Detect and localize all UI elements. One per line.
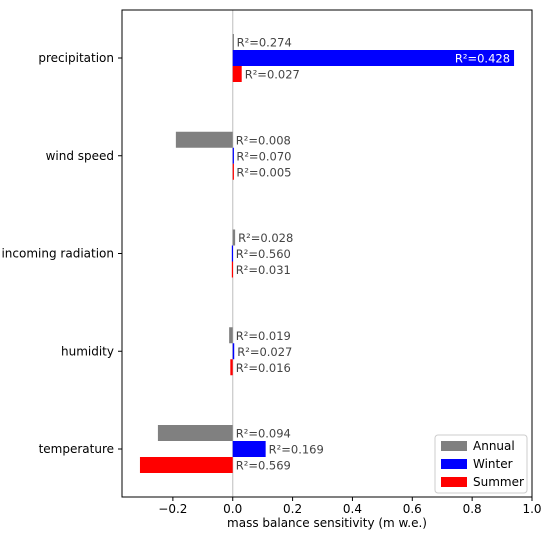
bar-winter <box>232 441 266 457</box>
r2-label: R²=0.274 <box>237 36 292 50</box>
x-tick-label: −0.2 <box>158 502 187 516</box>
r2-label: R²=0.569 <box>236 459 291 473</box>
legend-label: Annual <box>473 439 515 453</box>
legend-swatch <box>441 459 467 469</box>
r2-label: R²=0.005 <box>236 165 291 179</box>
legend-label: Summer <box>473 475 524 489</box>
x-tick-label: 0.2 <box>283 502 302 516</box>
bar-winter <box>231 245 234 262</box>
r2-label: R²=0.031 <box>236 263 291 277</box>
bar-annual <box>175 131 233 148</box>
bar-summer <box>232 163 234 180</box>
x-tick-label: 1.0 <box>522 502 541 516</box>
r2-label: R²=0.027 <box>237 345 292 359</box>
bar-summer <box>139 457 233 473</box>
bar-annual <box>157 425 233 441</box>
r2-label: R²=0.016 <box>236 361 291 375</box>
bars <box>139 34 515 473</box>
x-axis-ticks: −0.2 0.0 0.2 0.4 0.6 0.8 1.0 <box>158 497 542 516</box>
bar-annual <box>232 34 234 50</box>
category-labels: temperature humidity incoming radiation win… <box>1 51 122 456</box>
legend-swatch <box>441 441 467 451</box>
r2-label: R²=0.094 <box>236 427 291 441</box>
y-tick-label: incoming radiation <box>1 247 114 261</box>
bar-winter <box>232 343 235 360</box>
r2-label: R²=0.560 <box>236 247 291 261</box>
r2-label: R²=0.027 <box>245 68 300 82</box>
x-tick-label: 0.8 <box>463 502 482 516</box>
legend: Annual Winter Summer <box>434 434 528 494</box>
r2-labels: R²=0.094 R²=0.169 R²=0.569 R²=0.019 R²=0.027… <box>236 36 510 473</box>
r2-label: R²=0.070 <box>236 149 291 163</box>
bar-winter <box>232 50 515 66</box>
bar-summer <box>230 359 233 376</box>
bar-summer <box>232 66 242 82</box>
bar-annual <box>232 229 236 246</box>
y-tick-label: temperature <box>39 442 114 456</box>
bar-annual <box>229 327 233 344</box>
bar-summer <box>231 261 234 278</box>
legend-swatch <box>441 477 467 487</box>
r2-label: R²=0.028 <box>238 231 293 245</box>
legend-label: Winter <box>473 457 513 471</box>
x-axis-label: mass balance sensitivity (m w.e.) <box>227 516 427 530</box>
x-tick-label: 0.0 <box>223 502 242 516</box>
y-tick-label: precipitation <box>38 51 114 65</box>
r2-label: R²=0.169 <box>269 443 324 457</box>
y-tick-label: humidity <box>61 344 114 358</box>
r2-label: R²=0.428 <box>455 52 510 66</box>
plot-frame <box>121 9 533 498</box>
y-tick-label: wind speed <box>46 149 114 163</box>
r2-label: R²=0.019 <box>236 329 291 343</box>
x-tick-label: 0.4 <box>343 502 362 516</box>
r2-label: R²=0.008 <box>236 133 291 147</box>
bar-winter <box>232 147 234 164</box>
x-tick-label: 0.6 <box>403 502 422 516</box>
